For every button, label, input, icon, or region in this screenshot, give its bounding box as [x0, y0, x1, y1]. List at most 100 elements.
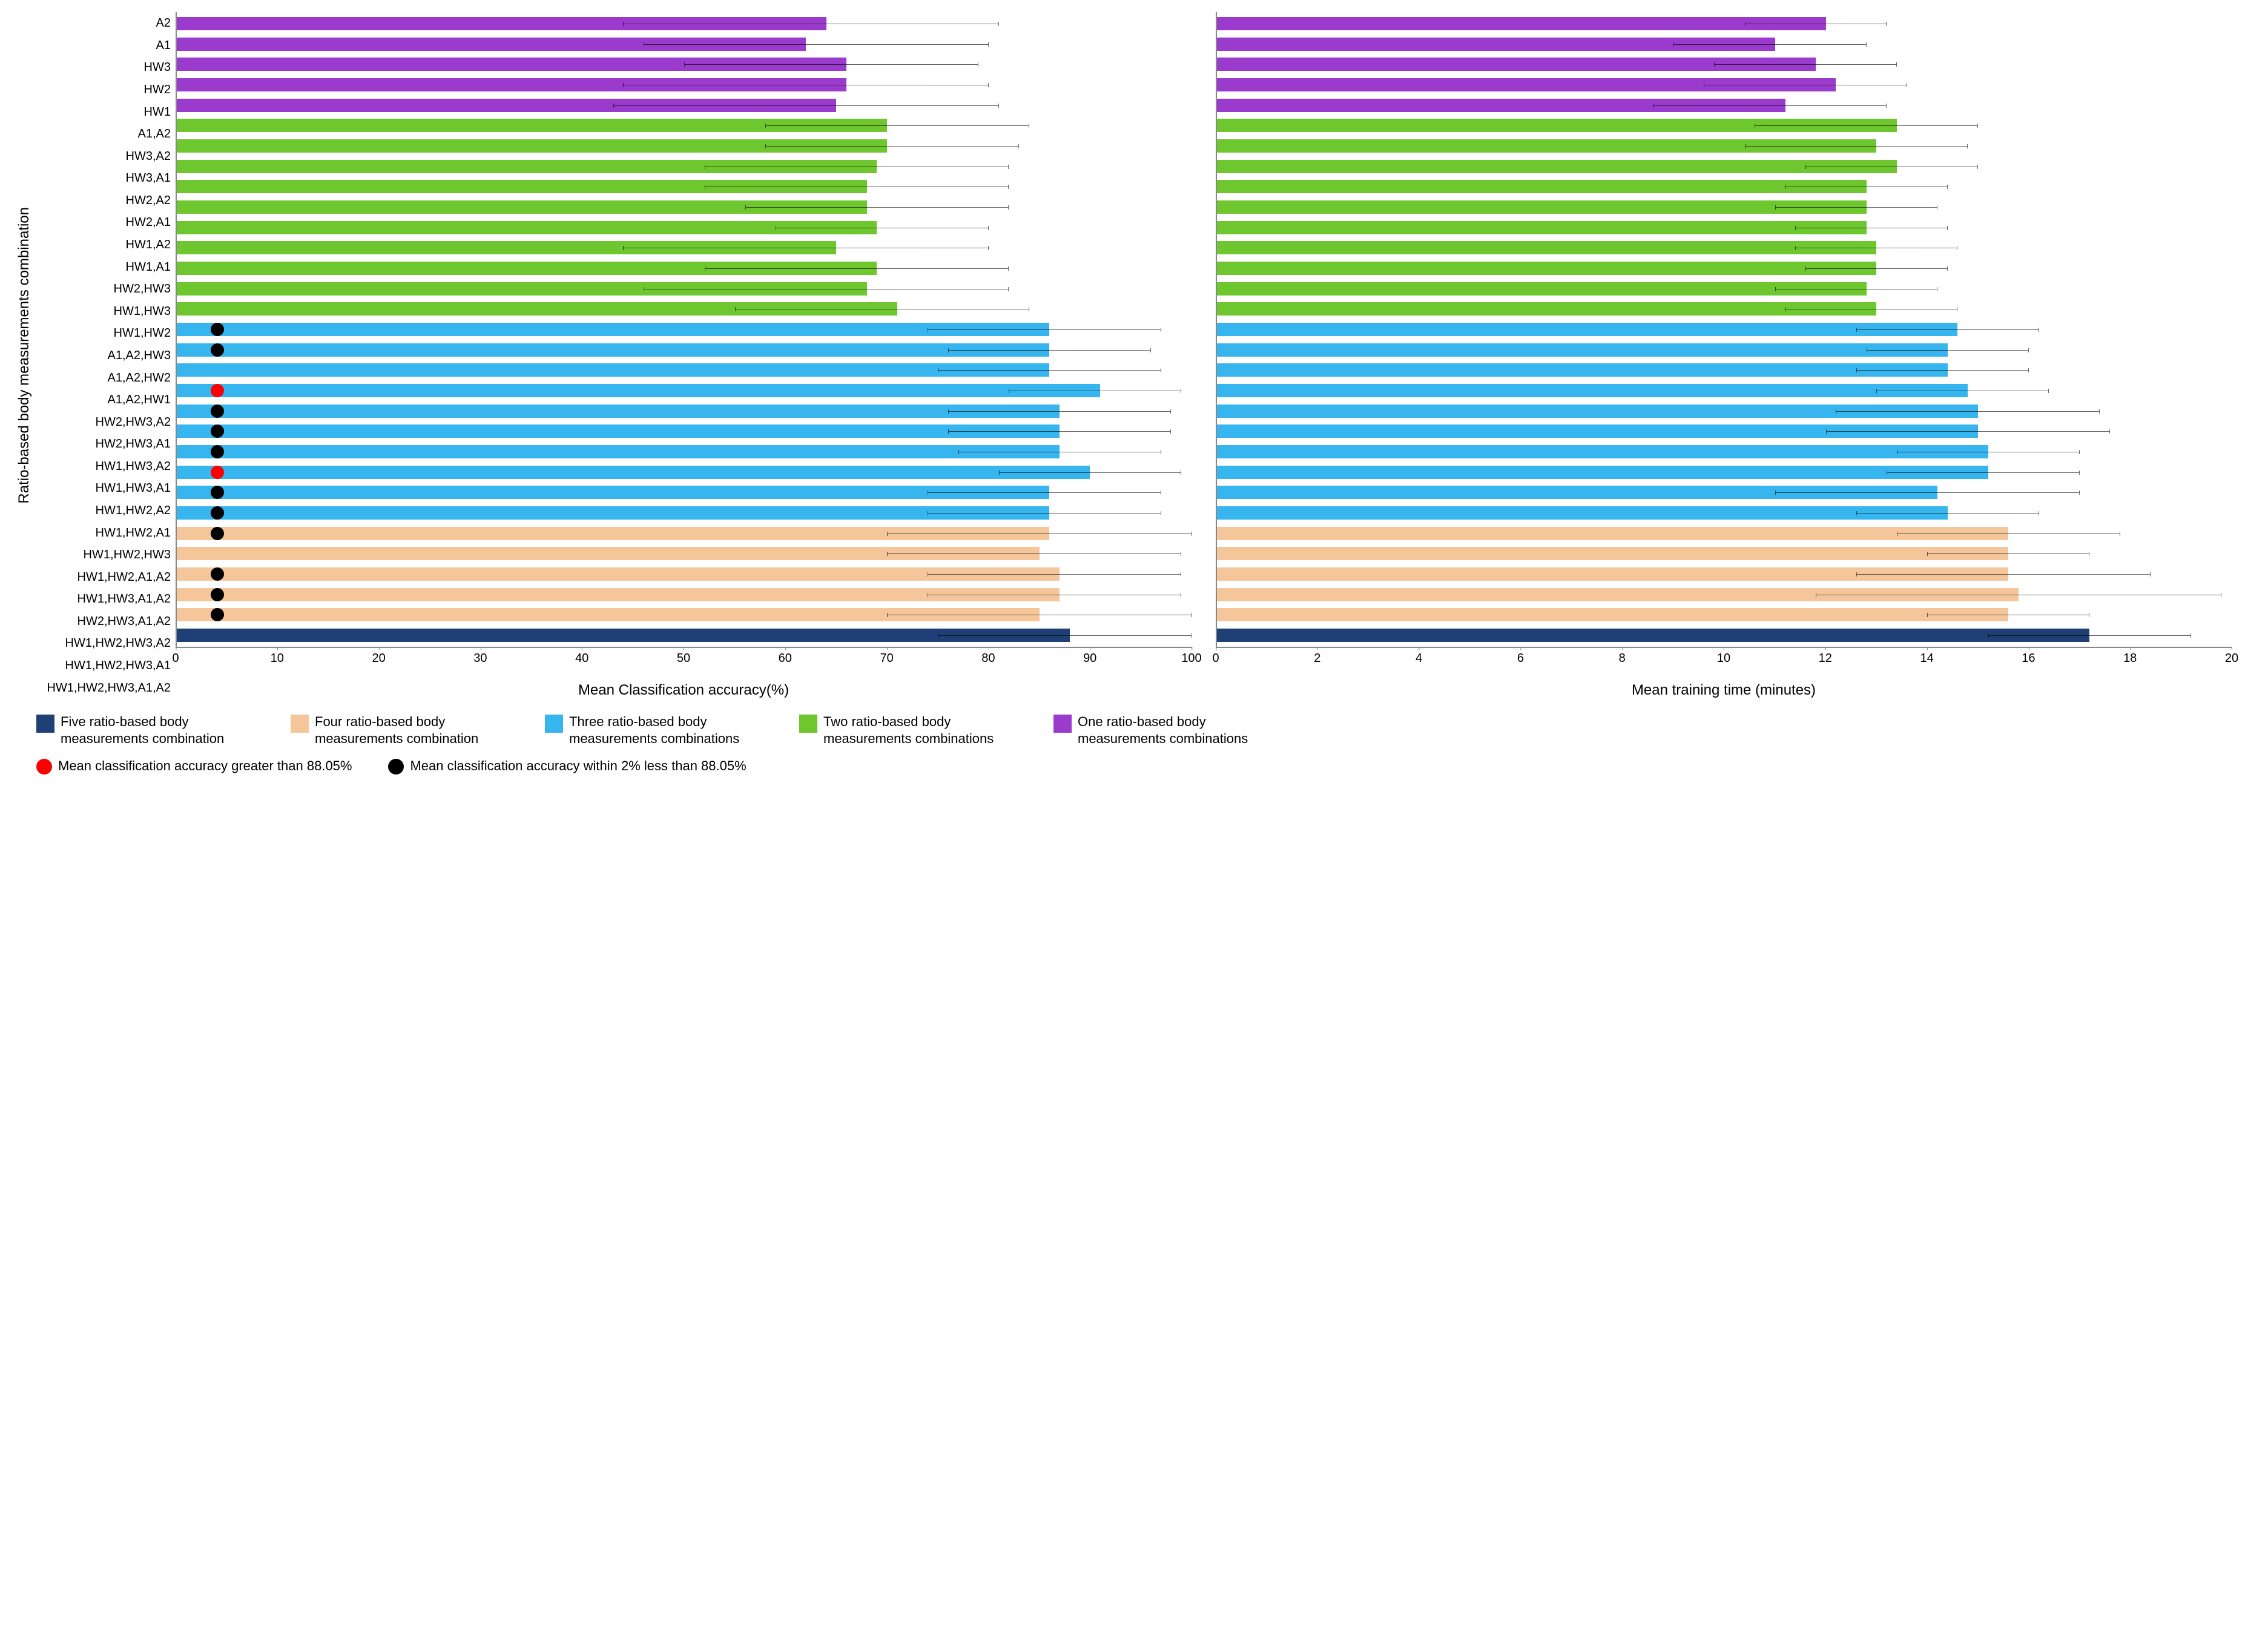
legend-swatch-icon [799, 715, 817, 733]
x-axis-title-left: Mean Classification accuracy(%) [176, 682, 1192, 699]
bar-row [1217, 262, 2232, 275]
bar [1217, 282, 1867, 296]
bar [1217, 608, 2008, 621]
black-marker-icon [211, 527, 224, 540]
bar-row [1217, 486, 2232, 499]
bar-row [177, 567, 1192, 581]
error-bar [928, 492, 1161, 493]
bar [177, 486, 1049, 499]
bar-row [177, 384, 1192, 397]
y-tick-label: HW1,HW3 [36, 305, 171, 317]
x-tick-label: 60 [779, 652, 792, 666]
error-bar [948, 411, 1172, 412]
error-bar [613, 105, 999, 106]
legend-dot-icon [36, 759, 52, 775]
plot-right [1216, 12, 2232, 648]
bar-row [177, 180, 1192, 193]
x-tick-label: 14 [1920, 652, 1933, 666]
y-axis-title: Ratio-based body measurements combinatio… [12, 207, 36, 504]
error-bar [928, 513, 1161, 514]
y-tick-label: HW2,HW3,A2 [36, 416, 171, 428]
bar-row [177, 221, 1192, 234]
x-tick-label: 6 [1517, 652, 1524, 666]
figure: Ratio-based body measurements combinatio… [12, 12, 2256, 785]
bar-row [177, 282, 1192, 296]
bar-row [1217, 363, 2232, 377]
x-tick-label: 100 [1181, 652, 1201, 666]
error-bar [1805, 268, 1948, 269]
error-bar [1653, 105, 1887, 106]
y-tick-label: HW1,HW2,HW3 [36, 549, 171, 561]
y-tick-label: HW1,HW2,HW3,A1 [36, 659, 171, 672]
bar [177, 629, 1070, 642]
y-tick-label: HW3 [36, 61, 171, 73]
bar-row [1217, 241, 2232, 254]
y-tick-label: HW1,HW3,A2 [36, 460, 171, 472]
legend-swatch-icon [545, 715, 563, 733]
bar-row [177, 200, 1192, 214]
bar [177, 425, 1060, 438]
y-tick-label: A1,A2,HW1 [36, 394, 171, 406]
x-tick-label: 10 [271, 652, 284, 666]
bar [1217, 302, 1876, 315]
bar-row [177, 527, 1192, 540]
bar [177, 343, 1049, 357]
legend-label: One ratio-based body measurements combin… [1078, 713, 1271, 747]
error-bar [1856, 574, 2151, 575]
x-tick-label: 20 [372, 652, 385, 666]
x-tick-label: 50 [677, 652, 690, 666]
bar [1217, 200, 1867, 214]
legend-dot-icon [388, 759, 404, 775]
x-tick-label: 0 [172, 652, 179, 666]
error-bar [887, 553, 1181, 554]
bar-row [177, 486, 1192, 499]
black-marker-icon [211, 506, 224, 520]
error-bar [1856, 370, 2029, 371]
bar-row [1217, 466, 2232, 479]
bar-row [1217, 200, 2232, 214]
bar-row [177, 547, 1192, 560]
y-tick-label: HW1,HW2,HW3,A1,A2 [36, 682, 171, 694]
y-tick-label: A1 [36, 39, 171, 51]
error-bar [1775, 207, 1937, 208]
bar [177, 466, 1090, 479]
bar-row [1217, 38, 2232, 51]
error-bar [1714, 64, 1897, 65]
x-tick-label: 20 [2225, 652, 2238, 666]
black-marker-icon [211, 405, 224, 418]
error-bar [765, 125, 1029, 126]
y-tick-label: HW1 [36, 106, 171, 118]
legend-item: One ratio-based body measurements combin… [1053, 713, 1271, 747]
bar-row [177, 608, 1192, 621]
bar [177, 363, 1049, 377]
bar [177, 445, 1060, 458]
x-axis-right: 02468101214161820 [1216, 649, 2232, 666]
bar-row [177, 78, 1192, 91]
error-bar [999, 472, 1182, 473]
x-tick-label: 16 [2022, 652, 2035, 666]
legend-item: Four ratio-based body measurements combi… [291, 713, 509, 747]
red-marker-icon [211, 384, 224, 397]
error-bar [705, 268, 1009, 269]
bar [1217, 343, 1948, 357]
black-marker-icon [211, 323, 224, 336]
bar-row [1217, 445, 2232, 458]
y-tick-label: A1,A2 [36, 128, 171, 140]
legend-swatch-icon [36, 715, 54, 733]
bar-row [1217, 58, 2232, 71]
bar-row [177, 588, 1192, 601]
legend-item: Mean classification accuracy within 2% l… [388, 758, 746, 775]
bar [177, 506, 1049, 520]
bar-row [1217, 221, 2232, 234]
y-tick-label: HW1,HW2,HW3,A2 [36, 637, 171, 649]
bar-row [177, 405, 1192, 418]
bar [1217, 180, 1867, 193]
legend-label: Mean classification accuracy within 2% l… [410, 758, 746, 775]
panel-right: 02468101214161820 Mean training time (mi… [1216, 12, 2232, 699]
x-tick-label: 70 [880, 652, 893, 666]
legend-markers-row: Mean classification accuracy greater tha… [36, 758, 2256, 775]
error-bar [1836, 411, 2100, 412]
bar-row [177, 139, 1192, 153]
x-tick-label: 12 [1819, 652, 1832, 666]
bar-row [177, 466, 1192, 479]
